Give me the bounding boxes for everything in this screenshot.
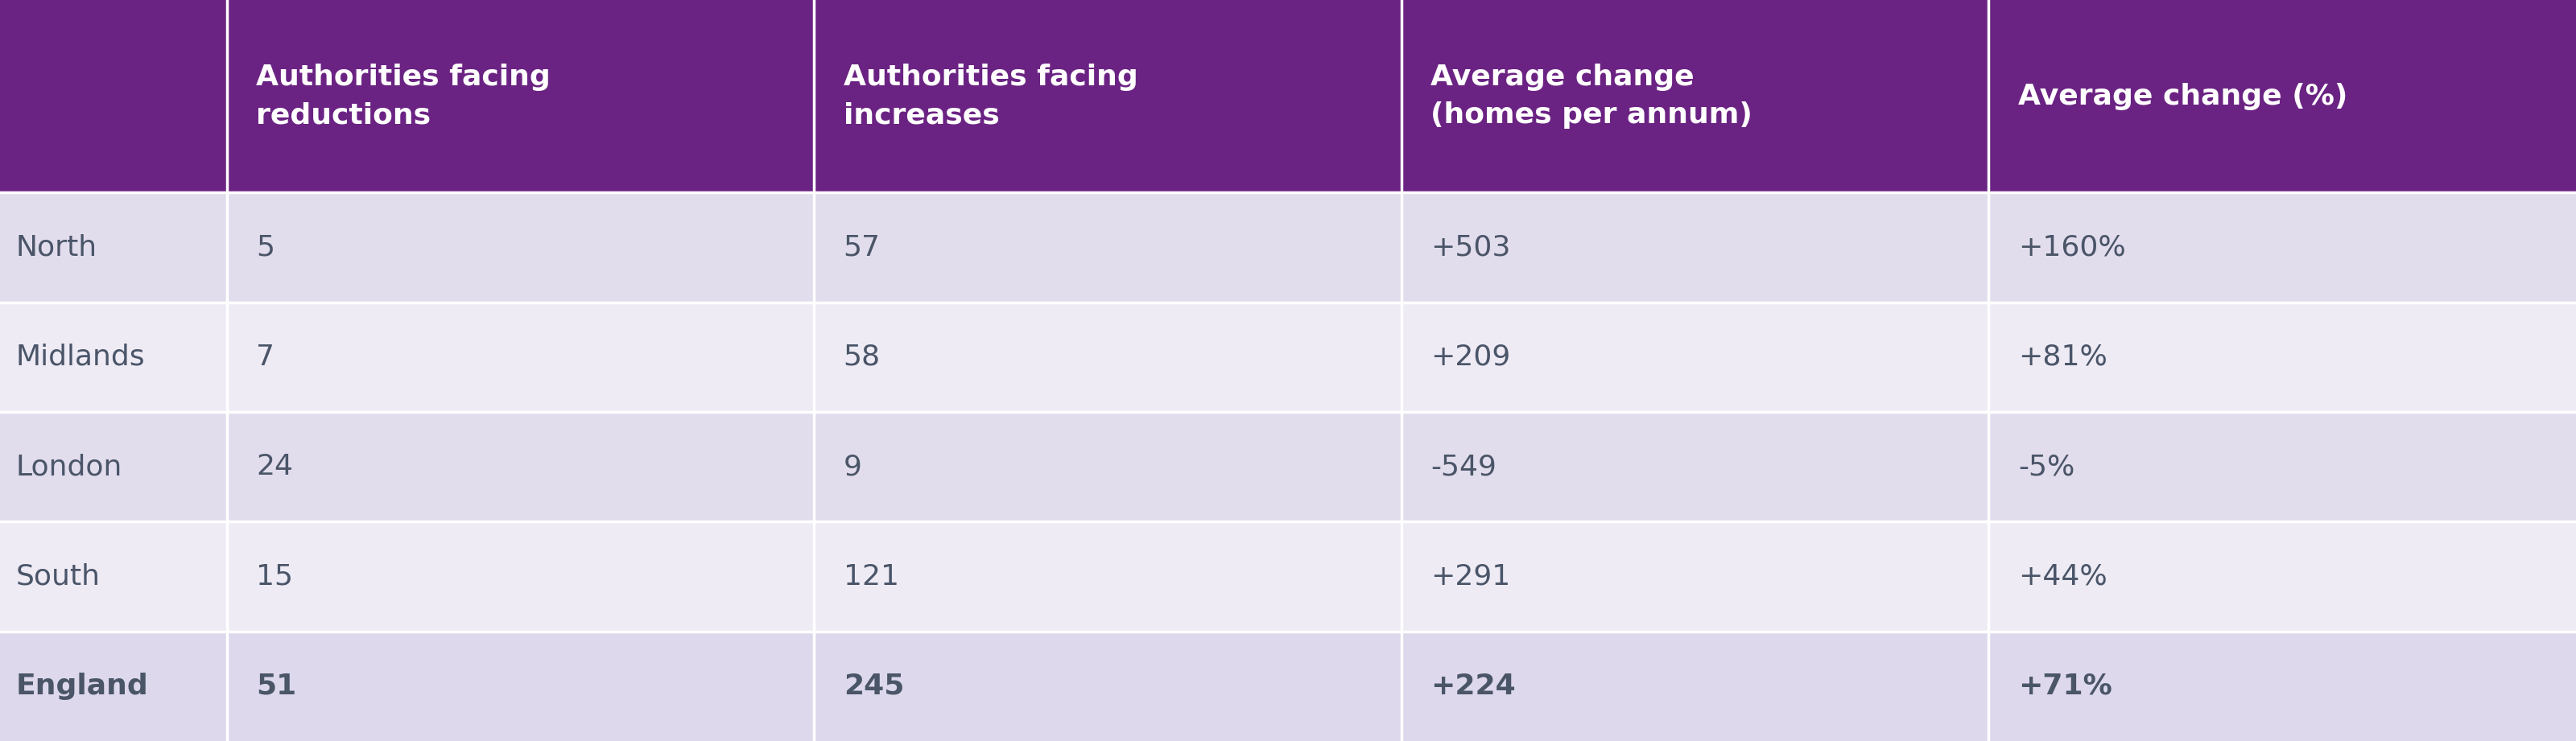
FancyBboxPatch shape bbox=[814, 412, 1401, 522]
FancyBboxPatch shape bbox=[1401, 631, 1989, 741]
FancyBboxPatch shape bbox=[1401, 193, 1989, 302]
Text: -549: -549 bbox=[1430, 453, 1497, 480]
Text: 9: 9 bbox=[842, 453, 863, 480]
Text: 24: 24 bbox=[255, 453, 294, 480]
FancyBboxPatch shape bbox=[227, 302, 814, 412]
Text: +209: +209 bbox=[1430, 344, 1510, 370]
FancyBboxPatch shape bbox=[1989, 302, 2576, 412]
FancyBboxPatch shape bbox=[227, 193, 814, 302]
Text: +291: +291 bbox=[1430, 563, 1510, 590]
Text: 245: 245 bbox=[842, 673, 904, 700]
Text: London: London bbox=[15, 453, 124, 480]
FancyBboxPatch shape bbox=[814, 522, 1401, 631]
Text: +503: +503 bbox=[1430, 234, 1510, 261]
FancyBboxPatch shape bbox=[0, 412, 227, 522]
FancyBboxPatch shape bbox=[1401, 302, 1989, 412]
FancyBboxPatch shape bbox=[0, 631, 227, 741]
FancyBboxPatch shape bbox=[0, 302, 227, 412]
FancyBboxPatch shape bbox=[814, 193, 1401, 302]
Text: Midlands: Midlands bbox=[15, 344, 144, 370]
Text: -5%: -5% bbox=[2017, 453, 2074, 480]
Text: England: England bbox=[15, 673, 149, 700]
FancyBboxPatch shape bbox=[227, 522, 814, 631]
Text: +81%: +81% bbox=[2017, 344, 2107, 370]
Text: 5: 5 bbox=[255, 234, 276, 261]
Text: 51: 51 bbox=[255, 673, 296, 700]
FancyBboxPatch shape bbox=[814, 631, 1401, 741]
Text: Average change
(homes per annum): Average change (homes per annum) bbox=[1430, 64, 1752, 129]
FancyBboxPatch shape bbox=[1989, 631, 2576, 741]
Text: 58: 58 bbox=[842, 344, 881, 370]
FancyBboxPatch shape bbox=[814, 0, 1401, 193]
Text: North: North bbox=[15, 234, 98, 261]
FancyBboxPatch shape bbox=[1401, 0, 1989, 193]
Text: Authorities facing
reductions: Authorities facing reductions bbox=[255, 64, 551, 129]
FancyBboxPatch shape bbox=[227, 412, 814, 522]
FancyBboxPatch shape bbox=[0, 0, 227, 193]
FancyBboxPatch shape bbox=[1401, 412, 1989, 522]
FancyBboxPatch shape bbox=[227, 631, 814, 741]
Text: +160%: +160% bbox=[2017, 234, 2125, 261]
FancyBboxPatch shape bbox=[0, 522, 227, 631]
Text: +224: +224 bbox=[1430, 673, 1515, 700]
FancyBboxPatch shape bbox=[814, 302, 1401, 412]
Text: 57: 57 bbox=[842, 234, 881, 261]
FancyBboxPatch shape bbox=[1989, 193, 2576, 302]
FancyBboxPatch shape bbox=[1989, 522, 2576, 631]
Text: Average change (%): Average change (%) bbox=[2017, 83, 2347, 110]
Text: +71%: +71% bbox=[2017, 673, 2112, 700]
Text: 121: 121 bbox=[842, 563, 899, 590]
Text: 7: 7 bbox=[255, 344, 276, 370]
FancyBboxPatch shape bbox=[1401, 522, 1989, 631]
FancyBboxPatch shape bbox=[227, 0, 814, 193]
FancyBboxPatch shape bbox=[1989, 0, 2576, 193]
Text: South: South bbox=[15, 563, 100, 590]
Text: Authorities facing
increases: Authorities facing increases bbox=[842, 64, 1139, 129]
Text: 15: 15 bbox=[255, 563, 294, 590]
FancyBboxPatch shape bbox=[1989, 412, 2576, 522]
Text: +44%: +44% bbox=[2017, 563, 2107, 590]
FancyBboxPatch shape bbox=[0, 193, 227, 302]
